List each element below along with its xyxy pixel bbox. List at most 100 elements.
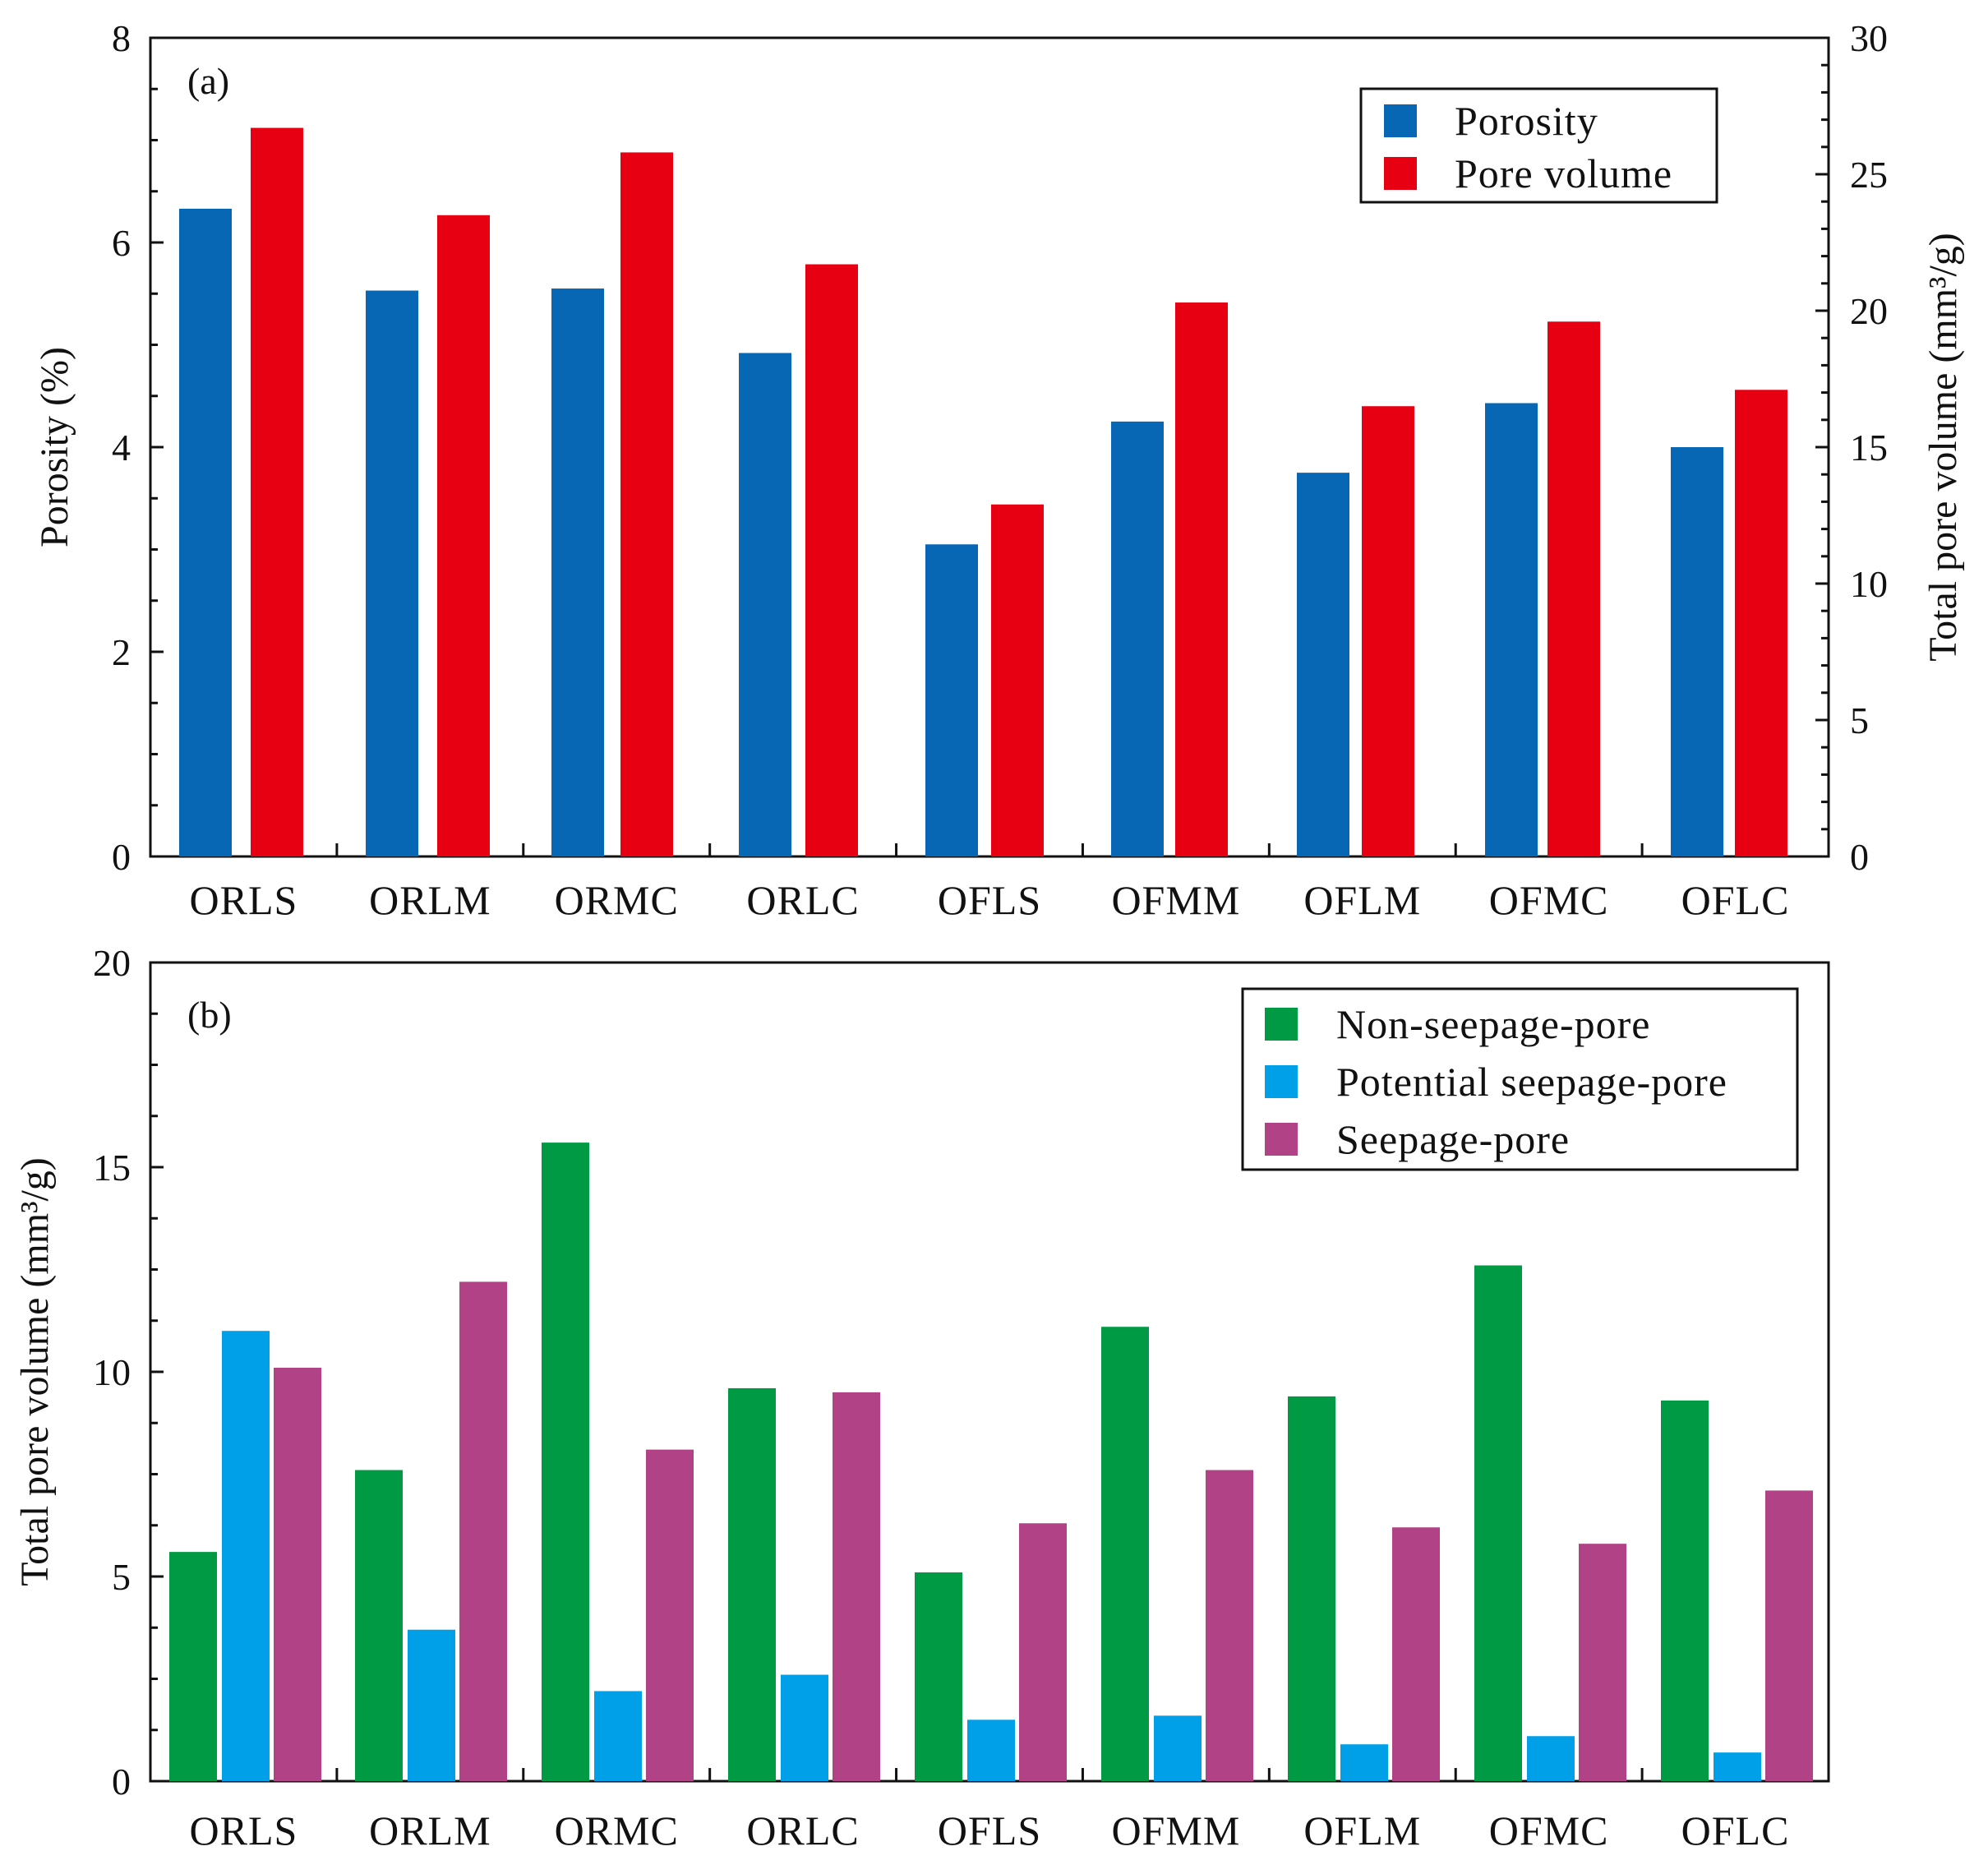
bar-potential-seepage-pore-orlc bbox=[781, 1674, 828, 1781]
bar-potential-seepage-pore-ofmc bbox=[1527, 1736, 1575, 1781]
x-category-label: ORMC bbox=[555, 877, 679, 923]
y-tick-label: 2 bbox=[112, 631, 131, 673]
legend-swatch-non-seepage-pore bbox=[1265, 1008, 1298, 1041]
bar-porosity-orlm bbox=[366, 290, 418, 856]
y2-tick-label: 25 bbox=[1850, 154, 1888, 196]
bar-potential-seepage-pore-ormc bbox=[594, 1691, 642, 1781]
bar-seepage-pore-ofmm bbox=[1206, 1470, 1253, 1781]
x-category-label: ORLM bbox=[369, 1807, 491, 1853]
y-tick-label: 10 bbox=[93, 1351, 131, 1393]
bar-potential-seepage-pore-oflc bbox=[1714, 1752, 1761, 1781]
y2-axis-title: Total pore volume (mm³/g) bbox=[1921, 233, 1965, 662]
x-category-label: OFMC bbox=[1489, 877, 1609, 923]
bar-non-seepage-pore-ofls bbox=[915, 1572, 962, 1781]
bar-seepage-pore-orls bbox=[274, 1368, 321, 1781]
bar-seepage-pore-orlm bbox=[459, 1281, 507, 1781]
legend-swatch-seepage-pore bbox=[1265, 1123, 1298, 1156]
bar-seepage-pore-oflm bbox=[1392, 1527, 1440, 1781]
legend-box-1 bbox=[1241, 987, 1799, 1171]
x-category-label: OFLC bbox=[1681, 877, 1790, 923]
bar-seepage-pore-ofmc bbox=[1579, 1544, 1626, 1781]
bar-seepage-pore-oflc bbox=[1765, 1490, 1813, 1781]
panel-label: (b) bbox=[187, 994, 232, 1036]
y-tick-label: 0 bbox=[112, 1761, 131, 1803]
y2-tick-label: 15 bbox=[1850, 427, 1888, 469]
bar-porosity-ormc bbox=[551, 289, 604, 856]
bar-porosity-ofmm bbox=[1111, 421, 1164, 856]
bar-non-seepage-pore-oflm bbox=[1288, 1396, 1335, 1781]
y2-tick-label: 10 bbox=[1850, 563, 1888, 605]
bar-porosity-orls bbox=[179, 208, 232, 857]
x-category-label: OFLM bbox=[1303, 877, 1421, 923]
bar-non-seepage-pore-ofmm bbox=[1101, 1327, 1149, 1781]
y-tick-label: 20 bbox=[93, 942, 131, 984]
legend-swatch-porosity bbox=[1384, 104, 1417, 137]
bar-non-seepage-pore-ofmc bbox=[1474, 1265, 1522, 1781]
bar-non-seepage-pore-orls bbox=[169, 1552, 217, 1781]
bar-porosity-ofmc bbox=[1485, 403, 1538, 857]
legend-label: Seepage-pore bbox=[1336, 1116, 1570, 1162]
bar-seepage-pore-ormc bbox=[646, 1449, 694, 1781]
y-axis-title: Porosity (%) bbox=[33, 347, 76, 547]
bar-seepage-pore-orlc bbox=[833, 1392, 880, 1781]
x-category-label: OFLM bbox=[1303, 1807, 1421, 1853]
x-category-label: ORLS bbox=[190, 877, 298, 923]
bar-porosity-oflm bbox=[1297, 473, 1349, 856]
y-tick-label: 15 bbox=[93, 1147, 131, 1189]
bar-potential-seepage-pore-oflm bbox=[1340, 1744, 1388, 1781]
bar-pore-volume-ofmc bbox=[1548, 321, 1600, 856]
bar-pore-volume-orlc bbox=[805, 264, 858, 856]
y-tick-label: 5 bbox=[112, 1556, 131, 1598]
x-category-label: OFMM bbox=[1111, 877, 1240, 923]
bar-potential-seepage-pore-orlm bbox=[408, 1629, 455, 1781]
y-tick-label: 6 bbox=[112, 222, 131, 264]
y2-tick-label: 5 bbox=[1850, 699, 1869, 741]
bar-porosity-oflc bbox=[1671, 447, 1723, 856]
x-category-label: OFLS bbox=[938, 1807, 1041, 1853]
bar-pore-volume-ofmm bbox=[1175, 302, 1228, 856]
panel-a: 0 2 4 6 8 0 5 10 15 20 25 30 Total pore volume (mm³/… bbox=[33, 17, 1965, 923]
bar-pore-volume-orls bbox=[251, 127, 303, 856]
y2-tick-label: 20 bbox=[1850, 290, 1888, 332]
bar-non-seepage-pore-ormc bbox=[542, 1143, 589, 1781]
x-category-label: ORMC bbox=[555, 1807, 679, 1853]
y-axis-title: Total pore volume (mm³/g) bbox=[13, 1157, 57, 1586]
x-category-label: ORLS bbox=[190, 1807, 298, 1853]
bar-pore-volume-oflc bbox=[1735, 390, 1787, 856]
bar-potential-seepage-pore-orls bbox=[222, 1331, 270, 1781]
legend-label: Porosity bbox=[1455, 98, 1598, 144]
legend-swatch-potential-seepage-pore bbox=[1265, 1065, 1298, 1098]
bar-potential-seepage-pore-ofls bbox=[967, 1720, 1015, 1781]
x-category-label: OFLS bbox=[938, 877, 1041, 923]
legend-label: Pore volume bbox=[1455, 150, 1672, 196]
bar-pore-volume-oflm bbox=[1362, 406, 1414, 856]
bar-porosity-orlc bbox=[739, 353, 791, 857]
x-category-label: ORLC bbox=[746, 877, 859, 923]
bar-seepage-pore-ofls bbox=[1019, 1523, 1067, 1781]
bar-pore-volume-ormc bbox=[620, 152, 673, 856]
bar-non-seepage-pore-orlc bbox=[728, 1387, 776, 1781]
y-tick-label: 8 bbox=[112, 17, 131, 59]
panel-label: (a) bbox=[187, 60, 229, 102]
bar-non-seepage-pore-orlm bbox=[355, 1470, 403, 1781]
bar-pore-volume-ofls bbox=[991, 504, 1044, 856]
y2-tick-label: 0 bbox=[1850, 836, 1869, 878]
y2-tick-label: 30 bbox=[1850, 17, 1888, 59]
legend-swatch-pore-volume bbox=[1384, 157, 1417, 190]
x-category-label: OFMC bbox=[1489, 1807, 1609, 1853]
x-category-label: OFLC bbox=[1681, 1807, 1790, 1853]
x-category-label: OFMM bbox=[1111, 1807, 1240, 1853]
legend-label: Non-seepage-pore bbox=[1336, 1001, 1650, 1047]
y-tick-label: 0 bbox=[112, 836, 131, 878]
bar-potential-seepage-pore-ofmm bbox=[1154, 1715, 1202, 1781]
bar-pore-volume-orlm bbox=[437, 215, 490, 856]
legend-label: Potential seepage-pore bbox=[1336, 1059, 1727, 1105]
legend-box-0 bbox=[1359, 87, 1718, 204]
bar-porosity-ofls bbox=[925, 544, 978, 856]
panel-b: 0 5 10 15 20 ORLS ORLM ORMC ORLC OFLS OFMM OFLM OFMC… bbox=[13, 942, 1830, 1853]
x-category-label: ORLM bbox=[369, 877, 491, 923]
x-category-label: ORLC bbox=[746, 1807, 859, 1853]
bar-non-seepage-pore-oflc bbox=[1661, 1400, 1709, 1781]
y-tick-label: 4 bbox=[112, 427, 131, 469]
